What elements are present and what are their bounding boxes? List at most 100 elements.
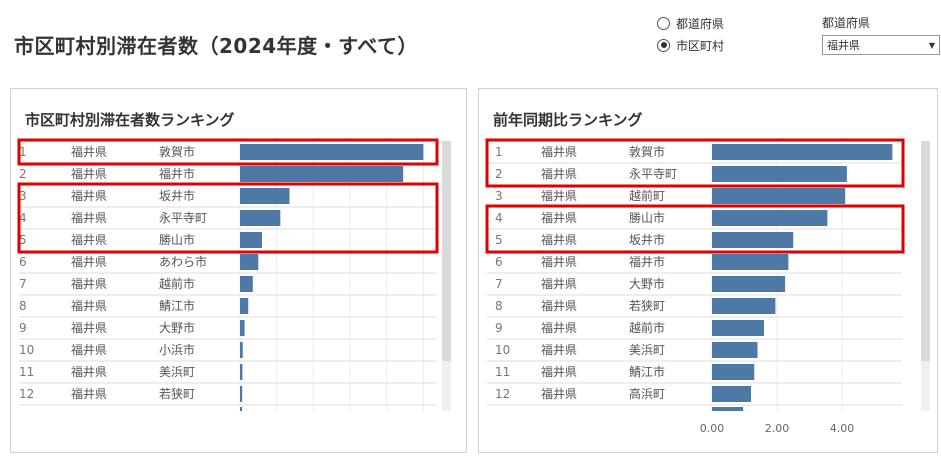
bar[interactable] [240, 232, 262, 248]
rank-label: 9 [19, 321, 27, 335]
prefecture-select[interactable]: 福井県 ▼ [822, 35, 940, 55]
rank-label: 5 [19, 233, 27, 247]
bar[interactable] [240, 386, 243, 402]
prefecture-label: 福井県 [541, 298, 577, 313]
bar[interactable] [240, 144, 424, 160]
x-tick-label: 0.00 [700, 422, 725, 435]
bar[interactable] [240, 298, 249, 314]
panel-title-visitors: 市区町村別滞在者数ランキング [25, 111, 235, 129]
municipality-label: 坂井市 [629, 232, 665, 247]
radio-municipality-circle[interactable] [657, 38, 670, 52]
municipality-label: 若狭町 [159, 387, 195, 401]
prefecture-label: 福井県 [541, 320, 577, 335]
bar[interactable] [240, 276, 253, 292]
prefecture-label: 福井県 [541, 232, 577, 247]
prefecture-filter: 都道府県 福井県 ▼ [822, 14, 940, 55]
bar-partial [240, 407, 242, 411]
ranking-panel-visitors: 市区町村別滞在者数ランキング 1 福井県 敦賀市 2 福井県 福井市 3 福井県 坂井市 4 福井県… [10, 88, 467, 453]
highlight-box [17, 138, 439, 166]
bar[interactable] [240, 254, 259, 270]
radio-prefecture-circle[interactable] [657, 16, 670, 30]
bar[interactable] [712, 386, 751, 402]
x-tick-label: 2.00 [765, 422, 790, 435]
rank-label: 1 [495, 145, 503, 159]
bar[interactable] [712, 342, 758, 358]
rank-label: 3 [19, 189, 27, 203]
radio-prefecture[interactable]: 都道府県 [657, 12, 724, 34]
rank-label: 5 [495, 233, 503, 247]
municipality-label: 美浜町 [629, 343, 665, 357]
bar[interactable] [712, 276, 786, 292]
x-tick-label: 4.00 [830, 422, 855, 435]
prefecture-label: 福井県 [541, 342, 577, 357]
bar[interactable] [712, 144, 893, 160]
scrollbar-thumb[interactable] [442, 141, 451, 361]
radio-municipality-label: 市区町村 [676, 38, 725, 53]
radio-prefecture-label: 都道府県 [676, 16, 725, 31]
rank-label: 9 [495, 321, 503, 335]
prefecture-label: 福井県 [71, 364, 107, 379]
municipality-label: 鯖江市 [629, 364, 665, 379]
bar[interactable] [240, 210, 281, 226]
prefecture-label: 福井県 [541, 386, 577, 401]
rank-label: 10 [19, 343, 34, 357]
rank-label: 6 [19, 255, 27, 269]
bar[interactable] [712, 254, 789, 270]
prefecture-label: 福井県 [71, 232, 107, 247]
highlight-box [485, 204, 905, 254]
bar-partial [712, 407, 744, 411]
prefecture-label: 福井県 [541, 144, 577, 159]
prefecture-select-value: 福井県 [827, 39, 860, 52]
rank-label: 12 [19, 387, 34, 401]
rank-label: 12 [495, 387, 510, 401]
municipality-label: 若狭町 [629, 299, 665, 313]
view-toggle: 都道府県 市区町村 [657, 12, 724, 56]
municipality-label: 福井市 [159, 166, 195, 181]
prefecture-label: 福井県 [71, 166, 107, 181]
rank-label: 8 [19, 299, 27, 313]
municipality-label: 高浜町 [629, 386, 665, 401]
prefecture-filter-label: 都道府県 [822, 16, 871, 30]
municipality-label: 越前町 [629, 188, 665, 203]
highlight-box [17, 182, 439, 254]
prefecture-label: 福井県 [71, 386, 107, 401]
municipality-label: 美浜町 [159, 365, 195, 379]
rank-label: 7 [19, 277, 27, 291]
prefecture-label: 福井県 [71, 210, 107, 225]
bar[interactable] [712, 210, 828, 226]
rank-label: 8 [495, 299, 503, 313]
bar[interactable] [712, 166, 847, 182]
bar[interactable] [240, 320, 245, 336]
prefecture-label: 福井県 [541, 276, 577, 291]
bar[interactable] [240, 166, 404, 182]
municipality-label: 大野市 [159, 320, 195, 335]
bar[interactable] [240, 364, 243, 380]
rank-label: 6 [495, 255, 503, 269]
rank-label: 11 [495, 365, 510, 379]
prefecture-label: 福井県 [71, 298, 107, 313]
municipality-label: 鯖江市 [159, 298, 195, 313]
bar[interactable] [712, 320, 764, 336]
radio-municipality[interactable]: 市区町村 [657, 34, 724, 56]
prefecture-label: 福井県 [71, 342, 107, 357]
bar[interactable] [712, 188, 846, 204]
municipality-label: 敦賀市 [159, 144, 195, 159]
municipality-label: 勝山市 [629, 210, 665, 225]
municipality-label: 小浜市 [159, 342, 195, 357]
rank-label: 4 [495, 211, 503, 225]
rank-label: 11 [19, 365, 34, 379]
bar[interactable] [240, 342, 243, 358]
highlight-box [485, 138, 905, 188]
scrollbar-thumb[interactable] [921, 141, 930, 361]
prefecture-label: 福井県 [71, 254, 107, 269]
municipality-label: 永平寺町 [159, 211, 207, 225]
rank-label: 3 [495, 189, 503, 203]
bar[interactable] [712, 298, 776, 314]
bar[interactable] [712, 364, 755, 380]
bar[interactable] [240, 188, 290, 204]
chevron-down-icon[interactable]: ▼ [928, 40, 935, 50]
prefecture-label: 福井県 [541, 364, 577, 379]
bar[interactable] [712, 232, 794, 248]
municipality-label: 坂井市 [159, 188, 195, 203]
